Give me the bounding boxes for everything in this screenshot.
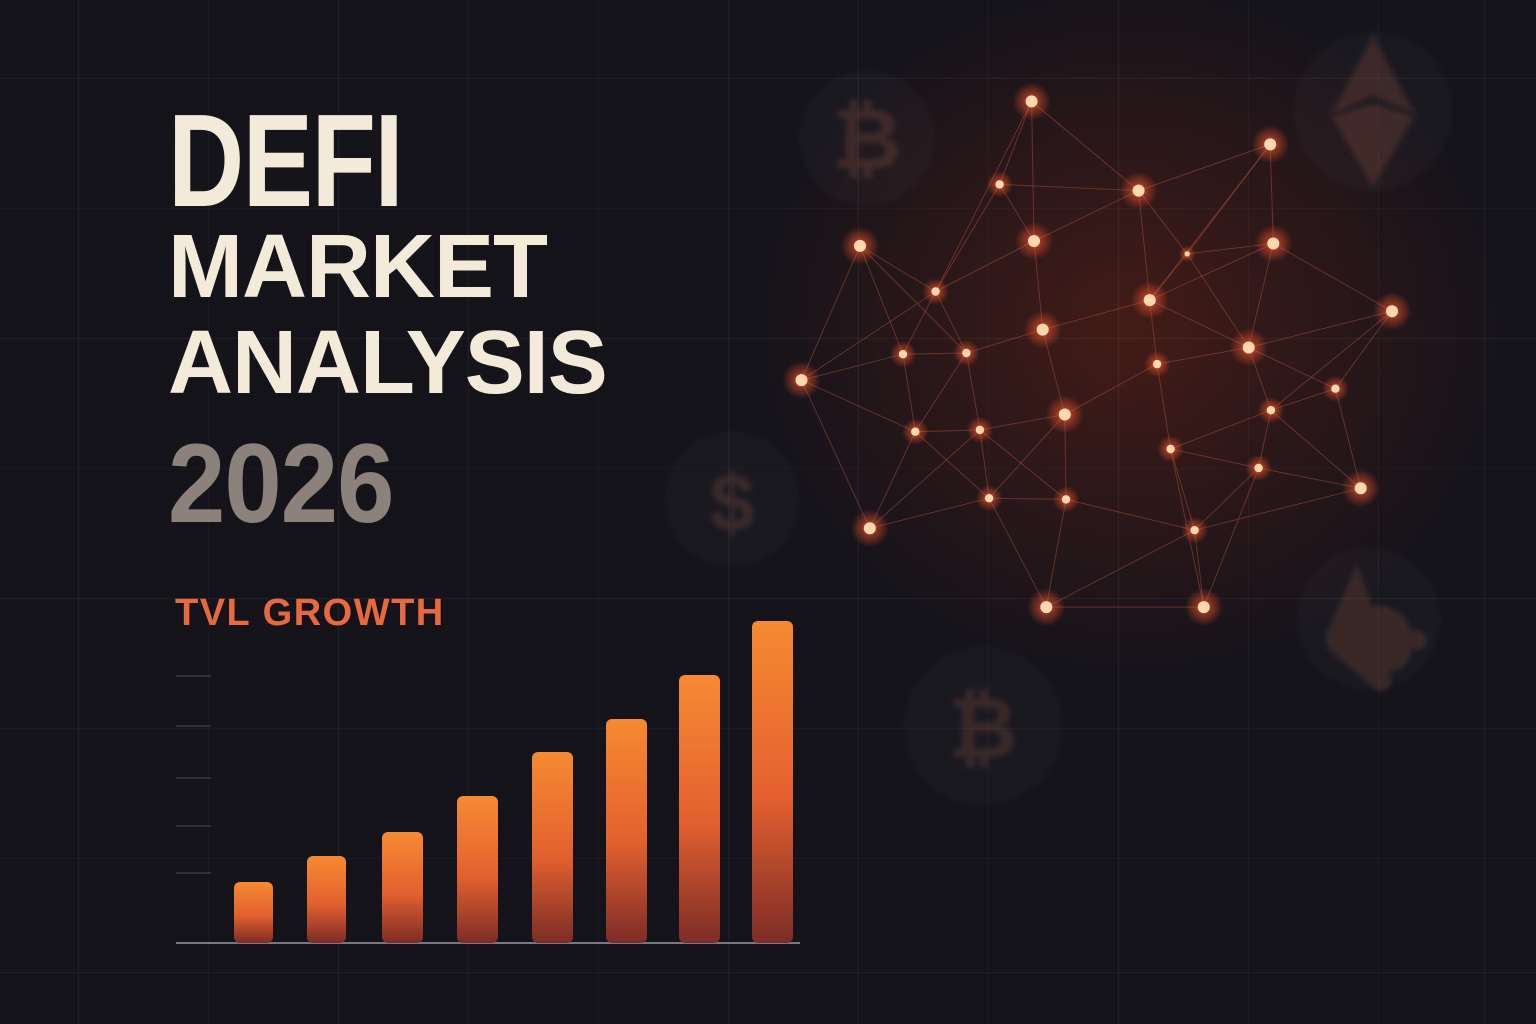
- svg-text:₿: ₿: [949, 681, 1017, 775]
- svg-text:₿: ₿: [833, 92, 901, 186]
- svg-text:$: $: [710, 458, 755, 547]
